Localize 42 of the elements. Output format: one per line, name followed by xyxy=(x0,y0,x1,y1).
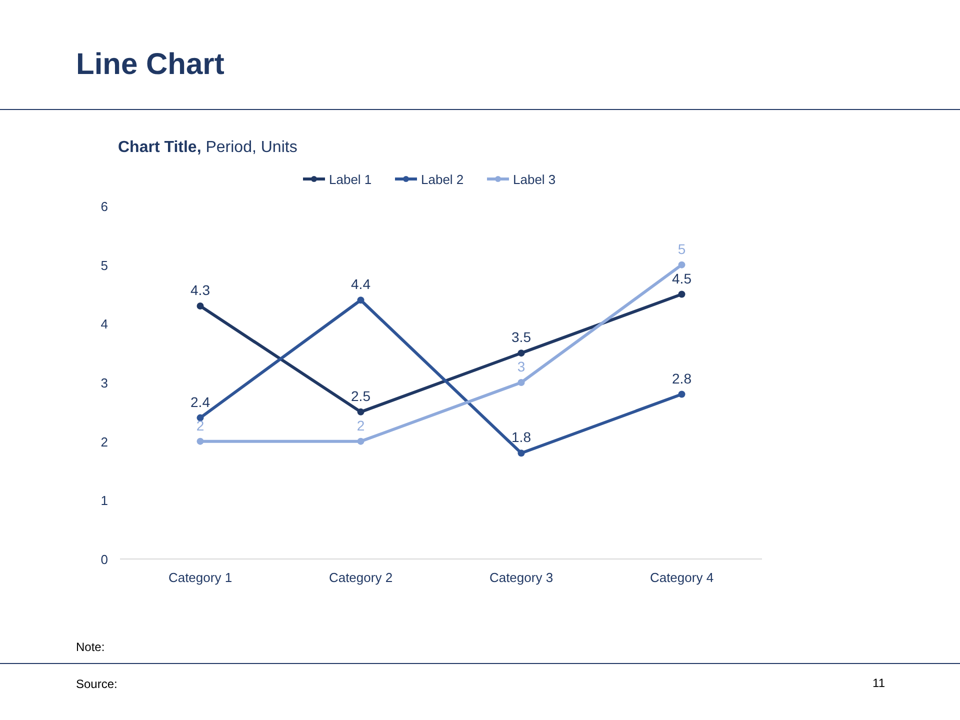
point xyxy=(518,450,525,457)
x-tick-label: Category 1 xyxy=(168,570,232,585)
point xyxy=(357,296,364,304)
x-tick-label: Category 3 xyxy=(489,570,554,585)
data-label: 4.3 xyxy=(190,282,210,298)
data-label: 2 xyxy=(196,417,204,434)
point xyxy=(196,302,204,310)
source-note: Source: xyxy=(76,677,118,691)
legend-label: Label 3 xyxy=(513,172,556,187)
data-label: 2.8 xyxy=(672,370,692,386)
point xyxy=(518,379,525,386)
y-tick-label: 1 xyxy=(100,493,108,508)
legend-label: Label 1 xyxy=(329,172,372,187)
chart-title: Line Chart xyxy=(76,48,224,81)
y-tick-label: 3 xyxy=(100,376,108,390)
data-label: 2.4 xyxy=(190,394,210,410)
x-tick-label: Category 4 xyxy=(650,570,714,585)
point xyxy=(196,438,204,445)
data-label: 3 xyxy=(517,358,526,374)
data-label: 4.4 xyxy=(351,276,371,292)
text: 11 xyxy=(872,676,886,690)
data-label: 2.5 xyxy=(351,388,371,404)
data-label: 2 xyxy=(356,417,365,434)
data-label: 3.5 xyxy=(512,329,532,346)
data-label: 1.8 xyxy=(512,429,532,446)
y-tick-label: 4 xyxy=(100,316,108,332)
point xyxy=(357,408,364,416)
x-tick-label: Category 2 xyxy=(328,570,393,585)
y-tick-label: 5 xyxy=(100,258,108,273)
data-label: 5 xyxy=(678,240,686,257)
chart-subtitle: Chart Title, Period, Units xyxy=(118,139,298,156)
data-label: 4.5 xyxy=(672,270,692,286)
y-tick-label: 6 xyxy=(100,199,108,214)
point xyxy=(518,350,525,357)
y-tick-label: 2 xyxy=(100,434,108,450)
y-tick-label: 0 xyxy=(100,552,108,567)
point xyxy=(678,261,686,268)
point xyxy=(357,438,364,445)
point xyxy=(678,290,686,298)
text: Note: xyxy=(76,640,105,654)
point xyxy=(678,390,686,398)
legend-label: Label 2 xyxy=(421,172,464,187)
